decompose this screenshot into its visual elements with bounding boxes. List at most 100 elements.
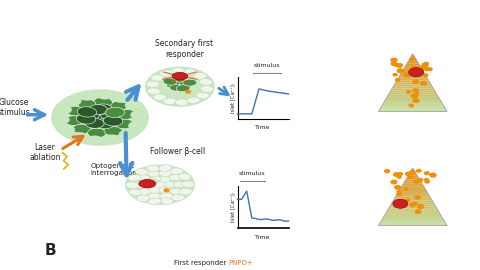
Polygon shape — [406, 63, 420, 65]
Ellipse shape — [160, 70, 173, 76]
Ellipse shape — [196, 92, 209, 99]
Polygon shape — [408, 59, 417, 62]
Ellipse shape — [199, 79, 213, 85]
Polygon shape — [387, 208, 438, 210]
Text: stimulus: stimulus — [239, 171, 265, 176]
Polygon shape — [399, 189, 427, 191]
Polygon shape — [407, 62, 419, 63]
Circle shape — [396, 79, 400, 81]
Circle shape — [391, 58, 397, 62]
Ellipse shape — [187, 97, 200, 103]
Circle shape — [405, 188, 408, 190]
Ellipse shape — [180, 81, 193, 88]
Polygon shape — [378, 224, 447, 226]
Ellipse shape — [166, 81, 180, 88]
Ellipse shape — [96, 90, 114, 99]
Ellipse shape — [136, 195, 150, 201]
Ellipse shape — [58, 125, 75, 134]
Ellipse shape — [64, 116, 83, 126]
Circle shape — [397, 64, 403, 67]
Circle shape — [417, 170, 421, 172]
Text: Laser
ablation: Laser ablation — [29, 143, 60, 162]
Ellipse shape — [84, 118, 104, 128]
Circle shape — [422, 63, 428, 67]
Polygon shape — [408, 174, 417, 176]
Ellipse shape — [105, 107, 125, 117]
Text: Islet [Ca²⁺]ᵢ: Islet [Ca²⁺]ᵢ — [231, 192, 236, 222]
Circle shape — [413, 89, 419, 92]
Polygon shape — [384, 100, 442, 102]
Polygon shape — [382, 104, 444, 106]
Polygon shape — [404, 181, 422, 183]
Ellipse shape — [129, 189, 142, 196]
Polygon shape — [391, 88, 434, 90]
Circle shape — [424, 62, 428, 65]
Circle shape — [408, 68, 424, 77]
Polygon shape — [396, 81, 430, 83]
Circle shape — [425, 180, 430, 183]
Circle shape — [409, 104, 413, 107]
Polygon shape — [382, 218, 444, 220]
Ellipse shape — [95, 119, 114, 129]
Circle shape — [394, 63, 399, 66]
Ellipse shape — [125, 101, 143, 110]
Ellipse shape — [88, 128, 106, 138]
Circle shape — [418, 178, 423, 182]
Circle shape — [409, 203, 416, 207]
Ellipse shape — [171, 194, 185, 201]
Ellipse shape — [54, 105, 72, 114]
Ellipse shape — [66, 106, 84, 116]
Circle shape — [397, 191, 401, 193]
Ellipse shape — [137, 174, 150, 181]
Ellipse shape — [179, 188, 192, 195]
Polygon shape — [401, 185, 424, 187]
Circle shape — [421, 82, 427, 85]
Polygon shape — [396, 79, 429, 81]
Circle shape — [420, 66, 425, 70]
Polygon shape — [409, 172, 416, 174]
Circle shape — [397, 69, 403, 73]
Polygon shape — [398, 191, 428, 193]
Polygon shape — [405, 65, 421, 67]
Ellipse shape — [169, 84, 183, 91]
Ellipse shape — [125, 164, 195, 205]
Polygon shape — [385, 212, 440, 214]
Circle shape — [414, 180, 419, 183]
Ellipse shape — [115, 119, 134, 129]
Ellipse shape — [109, 101, 128, 111]
Ellipse shape — [94, 97, 112, 107]
Circle shape — [410, 58, 415, 61]
Circle shape — [406, 172, 411, 176]
Ellipse shape — [159, 165, 172, 171]
Ellipse shape — [137, 189, 151, 195]
Ellipse shape — [200, 86, 214, 92]
Circle shape — [404, 73, 410, 77]
Polygon shape — [393, 199, 432, 201]
Ellipse shape — [173, 78, 187, 85]
Circle shape — [407, 91, 410, 93]
Polygon shape — [380, 108, 446, 110]
Polygon shape — [386, 96, 439, 98]
Ellipse shape — [153, 181, 167, 188]
Ellipse shape — [101, 110, 120, 120]
Text: PNPO+: PNPO+ — [228, 259, 253, 266]
Ellipse shape — [153, 94, 167, 101]
Text: B: B — [45, 243, 56, 258]
Ellipse shape — [159, 187, 172, 194]
Text: stimulus: stimulus — [253, 63, 280, 68]
Ellipse shape — [140, 180, 153, 186]
Ellipse shape — [93, 104, 112, 114]
Ellipse shape — [164, 181, 177, 188]
Circle shape — [397, 193, 402, 196]
Polygon shape — [404, 67, 422, 69]
Ellipse shape — [147, 88, 160, 94]
Circle shape — [384, 170, 389, 173]
Ellipse shape — [63, 96, 81, 106]
Ellipse shape — [148, 176, 161, 183]
Polygon shape — [412, 54, 414, 56]
Text: Islet [Ca²⁺]ᵢ: Islet [Ca²⁺]ᵢ — [231, 83, 236, 113]
Circle shape — [408, 176, 412, 178]
Polygon shape — [410, 170, 415, 172]
Ellipse shape — [90, 113, 110, 123]
Ellipse shape — [148, 187, 161, 194]
